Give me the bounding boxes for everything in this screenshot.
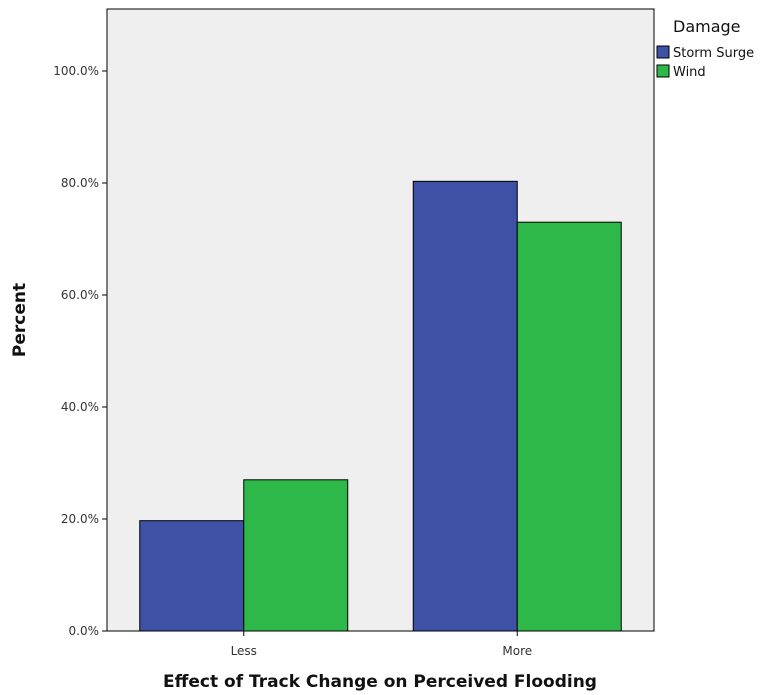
y-tick-label: 100.0% <box>53 64 99 78</box>
bar-wind-less <box>243 479 349 632</box>
legend-title: Damage <box>673 17 741 36</box>
legend-swatch-wind <box>656 64 670 78</box>
bar-storm-surge-more <box>412 180 518 632</box>
legend-swatch-storm-surge <box>656 45 670 59</box>
legend: Damage Storm Surge Wind <box>656 17 754 80</box>
legend-label-storm-surge: Storm Surge <box>673 46 754 61</box>
y-axis-title: Percent <box>10 283 30 357</box>
x-tick-label: More <box>502 644 532 658</box>
x-tick-label: Less <box>231 644 257 658</box>
y-tick-label: 40.0% <box>61 400 99 414</box>
bars-group <box>139 180 622 632</box>
y-tick-label: 0.0% <box>69 624 100 638</box>
bar-wind-more <box>516 221 622 632</box>
x-axis-title: Effect of Track Change on Perceived Floo… <box>163 672 597 692</box>
y-axis: 0.0% 20.0% 40.0% 60.0% 80.0% 100.0% <box>53 64 107 638</box>
y-tick-label: 60.0% <box>61 288 99 302</box>
legend-label-wind: Wind <box>673 65 706 80</box>
y-tick-label: 20.0% <box>61 512 99 526</box>
y-tick-label: 80.0% <box>61 176 99 190</box>
x-axis: Less More <box>231 631 532 658</box>
bar-storm-surge-less <box>139 520 245 632</box>
